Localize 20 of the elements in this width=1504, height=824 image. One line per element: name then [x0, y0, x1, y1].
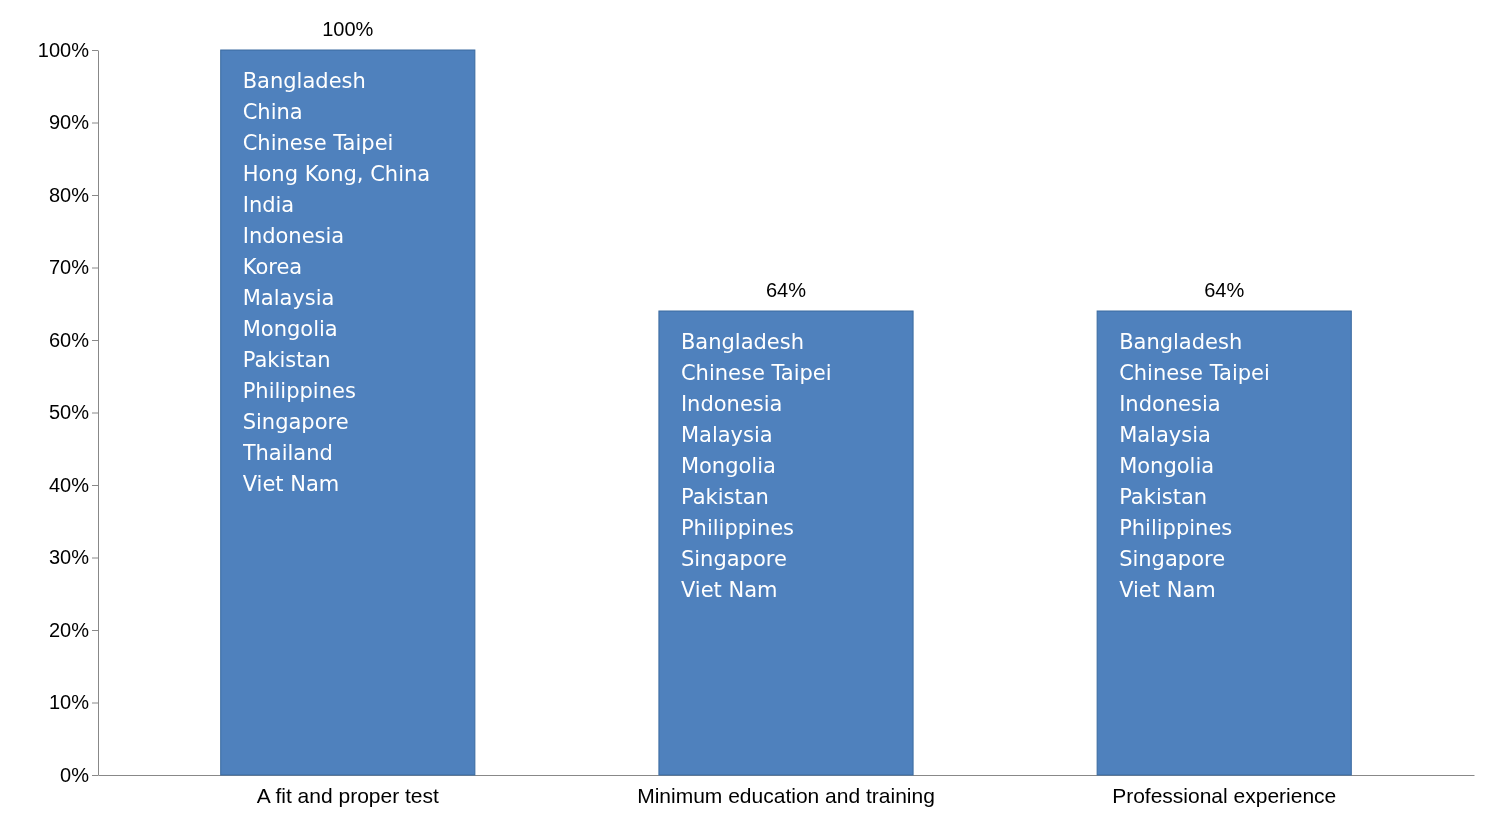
- text: Bangladesh Chinese Taipei Indonesia Malaysia Mongolia Pakistan Philippines Singapore Viet Nam: [680, 330, 832, 602]
- text: Bangladesh China Chinese Taipei Hong Kong, China India Indonesia Korea Malaysia Mongolia Pakistan Philippines Singapore Thailand Viet Nam: [242, 69, 431, 496]
- y-tick-label: 10%: [48, 691, 90, 714]
- y-tick-label: 40%: [48, 473, 90, 496]
- x-tick-label: Professional experience: [1112, 784, 1337, 808]
- y-tick-label: 90%: [48, 111, 90, 134]
- x-tick-label: A fit and proper test: [256, 784, 439, 808]
- y-tick-label: 70%: [48, 256, 90, 279]
- y-tick-label: 50%: [48, 401, 90, 424]
- y-tick-label: 20%: [48, 618, 90, 641]
- data-label: 64%: [765, 279, 807, 301]
- data-label: 64%: [1204, 279, 1245, 301]
- y-tick-label: 100%: [37, 38, 90, 61]
- y-tick-label: 0%: [60, 763, 90, 786]
- y-tick-label: 60%: [48, 328, 90, 351]
- x-tick-label: Minimum education and training: [637, 784, 935, 808]
- y-tick-label: 80%: [48, 183, 90, 206]
- y-tick-label: 30%: [48, 546, 90, 569]
- data-label: 100%: [322, 18, 374, 40]
- text: Bangladesh Chinese Taipei Indonesia Malaysia Mongolia Pakistan Philippines Singapore Viet Nam: [1119, 330, 1270, 602]
